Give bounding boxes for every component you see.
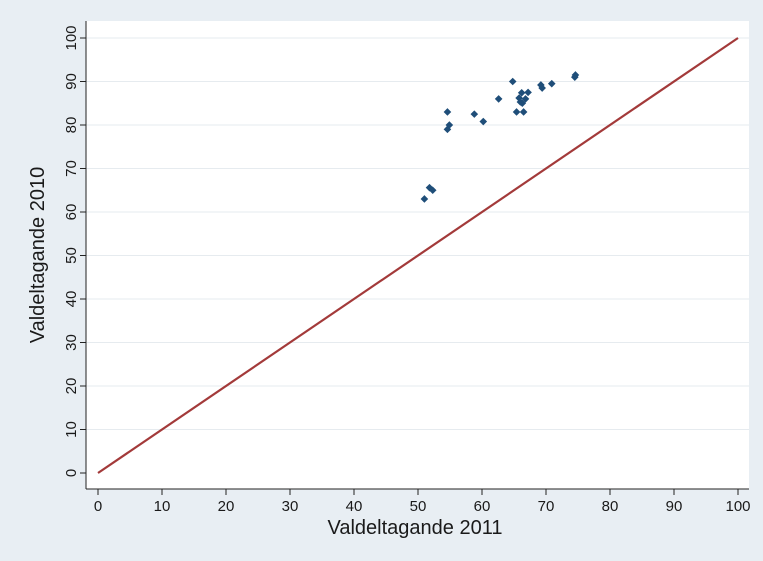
data-point-0-1 [425,183,434,192]
y-tick-label-30: 30 [63,334,80,351]
y-tick-label-10: 10 [63,421,80,438]
data-point-0-18 [537,81,545,89]
x-tick-label-0: 0 [94,498,102,515]
gridlines [86,37,749,430]
data-point-0-7 [479,117,488,126]
data-point-0-9 [508,77,517,86]
data-point-0-4 [443,125,452,134]
y-tick-label-20: 20 [63,378,80,395]
axes: 0 10 20 30 40 50 60 70 80 90 100 0 10 20 30 40 50 60 70 80 9… [63,21,751,515]
data-point-0-8 [494,95,503,103]
data-point-0-16 [521,95,530,103]
y-tick-label-90: 90 [63,73,80,90]
data-point-0-13 [517,89,526,97]
data-point-0-19 [538,84,546,92]
y-tick-label-100: 100 [63,25,80,50]
y-tick-label-70: 70 [63,160,80,177]
x-tick-label-40: 40 [346,498,363,515]
y-tick-label-50: 50 [63,247,80,264]
data-point-0-6 [470,110,479,118]
y-tick-label-40: 40 [63,291,80,308]
data-point-0-10 [512,108,521,116]
data-point-0-22 [571,71,580,79]
data-point-0-17 [524,88,532,97]
data-point-0-5 [445,121,454,129]
y-axis-title: Valdeltagande 2010 [27,167,49,343]
data-point-0-2 [428,186,437,195]
y-tick-label-60: 60 [63,204,80,221]
y-tick-label-0: 0 [63,469,80,477]
x-tick-label-30: 30 [282,498,299,515]
x-tick-label-20: 20 [218,498,235,515]
x-tick-label-60: 60 [474,498,491,515]
reference-line-layer [97,37,739,474]
y-tick-label-80: 80 [63,117,80,134]
data-point-0-11 [515,94,523,102]
data-points [420,71,580,203]
x-tick-label-80: 80 [602,498,619,515]
data-point-0-15 [519,108,528,116]
x-tick-label-50: 50 [410,498,427,515]
x-tick-label-70: 70 [538,498,555,515]
data-point-0-20 [547,79,556,88]
x-tick-label-100: 100 [725,498,750,515]
x-tick-label-90: 90 [666,498,683,515]
data-point-0-3 [443,108,452,116]
data-point-0-0 [420,195,429,203]
x-axis-title: Valdeltagande 2011 [328,517,503,539]
reference-line [97,37,739,474]
x-tick-label-10: 10 [154,498,171,515]
